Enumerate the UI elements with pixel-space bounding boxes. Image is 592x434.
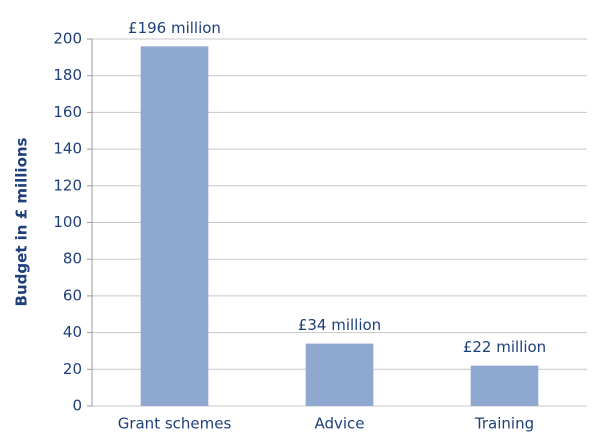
y-tick-label: 120 — [53, 176, 82, 194]
y-tick-label: 160 — [53, 103, 82, 121]
value-label: £22 million — [463, 338, 546, 356]
bar — [305, 343, 374, 406]
bar — [140, 46, 209, 407]
y-tick-label: 0 — [72, 397, 82, 415]
y-tick-label: 140 — [53, 140, 82, 158]
y-tick-label: 200 — [53, 30, 82, 48]
y-tick-label: 60 — [63, 286, 82, 304]
x-tick-label: Advice — [314, 415, 364, 433]
y-tick-label: 80 — [63, 250, 82, 268]
value-label: £34 million — [298, 316, 381, 334]
bar — [470, 365, 539, 406]
x-tick-label: Grant schemes — [118, 415, 232, 433]
value-label: £196 million — [128, 19, 221, 37]
y-tick-label: 100 — [53, 213, 82, 231]
y-tick-label: 20 — [63, 360, 82, 378]
y-tick-label: 180 — [53, 66, 82, 84]
x-tick-label: Training — [474, 415, 534, 433]
y-axis-label: Budget in £ millions — [13, 137, 31, 306]
y-tick-label: 40 — [63, 323, 82, 341]
